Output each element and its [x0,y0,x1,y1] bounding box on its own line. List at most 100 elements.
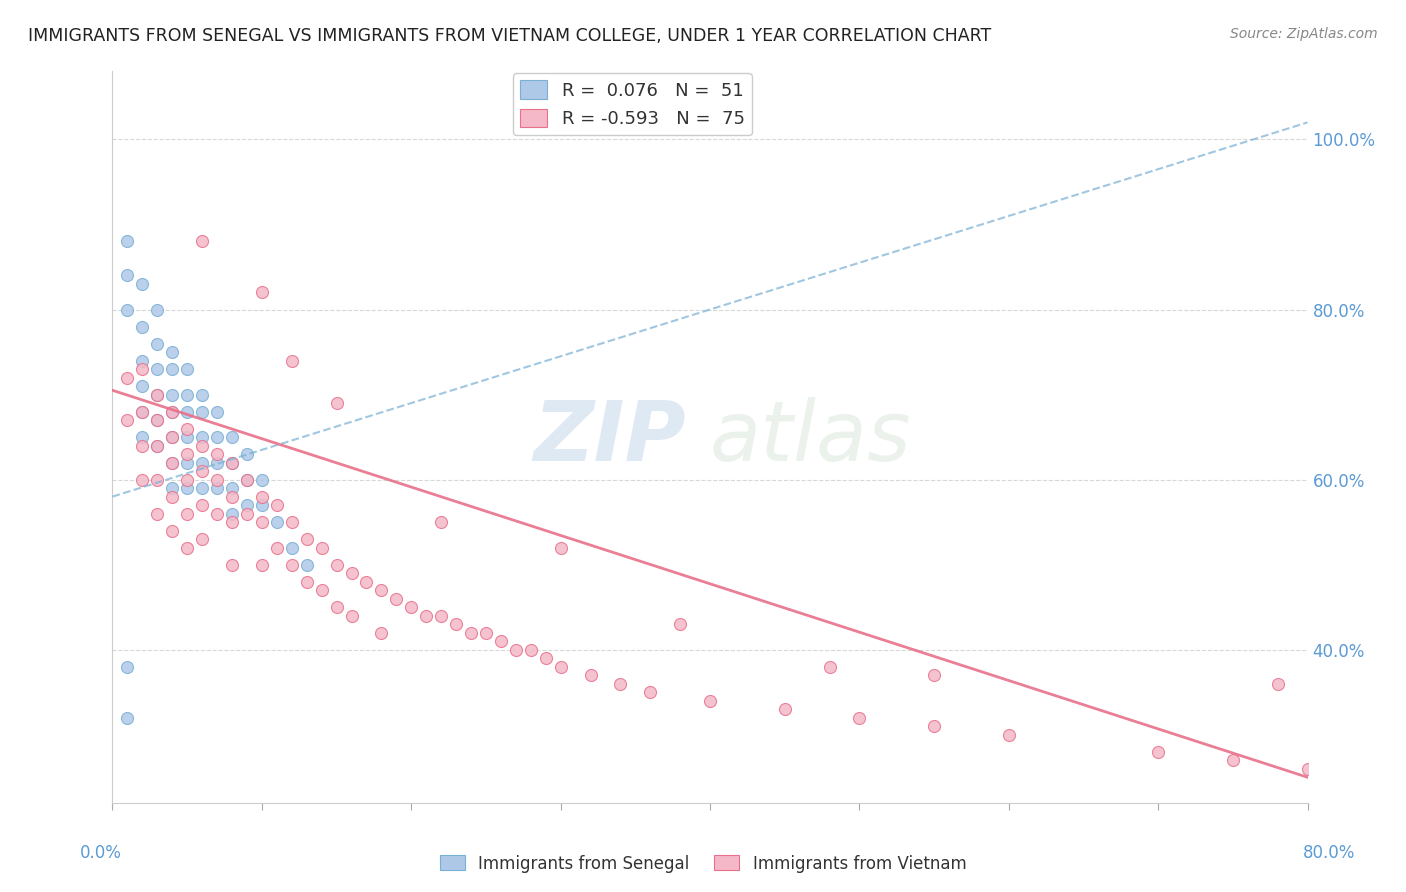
Point [162,490,183,504]
Text: 80.0%: 80.0% [1302,844,1355,862]
Point [221,515,243,529]
Point [205,456,228,470]
Point [1267,677,1289,691]
Point [922,668,945,682]
Point [146,507,169,521]
Point [221,456,243,470]
Point [534,651,557,665]
Point [191,387,214,401]
Point [176,404,198,418]
Point [162,345,183,359]
Point [250,285,273,300]
Point [162,387,183,401]
Point [205,430,228,444]
Point [176,473,198,487]
Point [266,515,288,529]
Point [162,430,183,444]
Point [250,498,273,512]
Point [340,566,363,581]
Text: ZIP: ZIP [533,397,686,477]
Point [146,362,169,376]
Point [236,498,259,512]
Point [176,541,198,555]
Point [146,473,169,487]
Point [131,277,153,291]
Point [998,728,1021,742]
Point [191,481,214,495]
Point [117,711,139,725]
Point [609,677,631,691]
Point [520,642,543,657]
Point [146,439,169,453]
Point [922,719,945,733]
Point [146,413,169,427]
Point [221,507,243,521]
Text: Source: ZipAtlas.com: Source: ZipAtlas.com [1230,27,1378,41]
Point [176,421,198,435]
Point [295,558,318,572]
Point [221,558,243,572]
Point [221,456,243,470]
Point [221,490,243,504]
Point [191,498,214,512]
Point [236,507,259,521]
Point [146,413,169,427]
Point [162,430,183,444]
Point [191,532,214,546]
Text: atlas: atlas [710,397,911,477]
Point [266,498,288,512]
Point [176,387,198,401]
Point [401,600,423,615]
Point [146,439,169,453]
Point [281,515,304,529]
Legend: Immigrants from Senegal, Immigrants from Vietnam: Immigrants from Senegal, Immigrants from… [433,848,973,880]
Point [385,591,408,606]
Point [281,541,304,555]
Point [281,353,304,368]
Point [221,430,243,444]
Point [131,404,153,418]
Point [489,634,512,648]
Point [117,370,139,384]
Point [191,456,214,470]
Point [117,268,139,283]
Point [250,490,273,504]
Point [205,507,228,521]
Text: 0.0%: 0.0% [80,844,122,862]
Point [370,583,392,598]
Point [131,362,153,376]
Point [818,659,841,673]
Point [176,430,198,444]
Point [340,608,363,623]
Point [250,473,273,487]
Point [146,302,169,317]
Point [430,608,453,623]
Point [266,541,288,555]
Point [162,404,183,418]
Point [176,447,198,461]
Point [162,481,183,495]
Point [460,625,482,640]
Point [1222,753,1244,767]
Point [131,473,153,487]
Point [191,430,214,444]
Point [162,456,183,470]
Point [848,711,870,725]
Point [146,387,169,401]
Point [205,404,228,418]
Point [117,659,139,673]
Point [191,439,214,453]
Point [205,481,228,495]
Point [295,574,318,589]
Point [281,558,304,572]
Point [295,532,318,546]
Point [146,336,169,351]
Point [117,302,139,317]
Point [1147,745,1170,759]
Point [579,668,602,682]
Point [191,464,214,478]
Point [325,600,347,615]
Point [162,524,183,538]
Point [191,235,214,249]
Point [131,439,153,453]
